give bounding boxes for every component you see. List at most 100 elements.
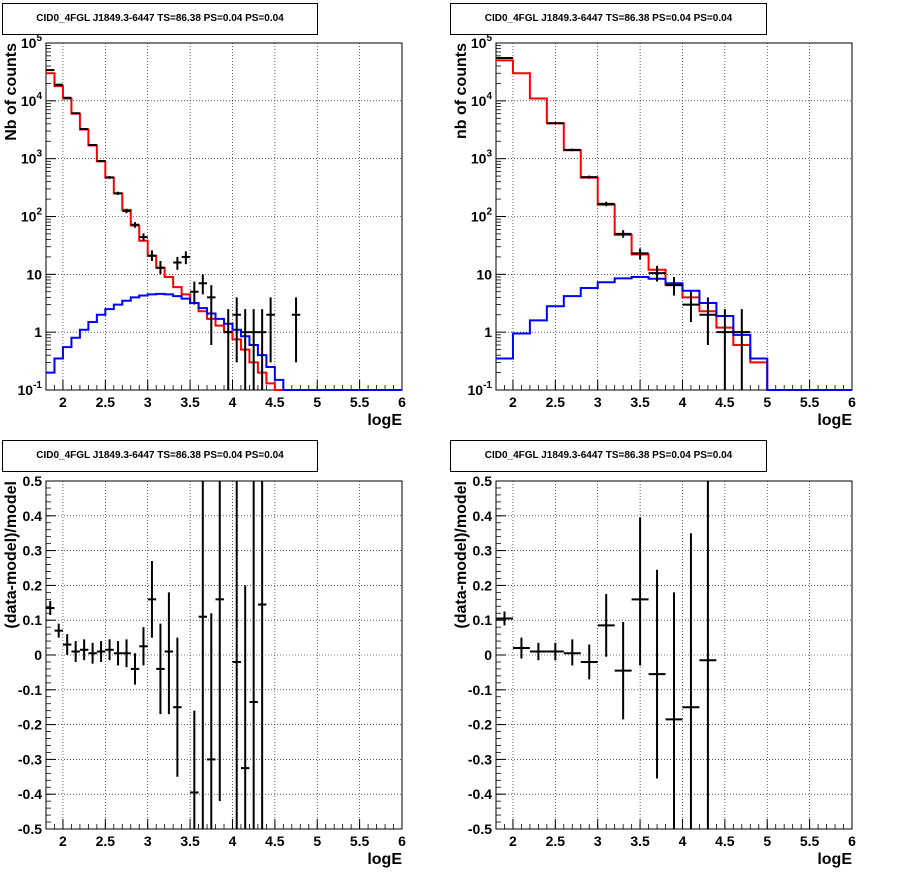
y-tick-label: 10: [26, 266, 42, 282]
data-point: [249, 481, 258, 829]
y-tick-label: 10-1: [18, 380, 43, 398]
data-point: [54, 83, 63, 86]
x-tick-label: 2: [59, 833, 67, 849]
x-tick-label: 2.5: [546, 394, 566, 410]
x-tick-label: 6: [398, 833, 406, 849]
x-tick-label: 5.5: [800, 394, 820, 410]
data-point: [122, 208, 131, 214]
x-tick-label: 6: [848, 394, 856, 410]
y-tick-label: -0.5: [18, 821, 42, 837]
y-tick-label: 0.1: [473, 612, 493, 628]
y-tick-label: 103: [471, 149, 493, 167]
data-point: [79, 639, 89, 661]
x-axis-label: logE: [367, 851, 402, 868]
x-tick-label: 5: [763, 394, 771, 410]
data-point: [665, 276, 683, 296]
data-point: [597, 201, 615, 207]
panel-title: CID0_4FGL J1849.3-6447 TS=86.38 PS=0.04 …: [450, 440, 767, 472]
data-point: [88, 144, 97, 147]
y-tick-label: 0.5: [23, 473, 43, 489]
data-point: [105, 176, 114, 179]
data-point: [665, 592, 683, 829]
panel-counts-right: 2 2.5 3 3.5 4 4.5 5 5.5 6 10-1 1 10 102 103 104 105 logE…: [453, 33, 856, 429]
y-tick-label: -0.3: [18, 751, 42, 767]
x-tick-label: 3.5: [180, 833, 200, 849]
panel-title: CID0_4FGL J1849.3-6447 TS=86.38 PS=0.04 …: [2, 3, 318, 35]
data-point: [563, 148, 581, 152]
y-tick-label: 0.5: [473, 473, 493, 489]
panel-title: CID0_4FGL J1849.3-6447 TS=86.38 PS=0.04 …: [450, 3, 767, 35]
data-point: [173, 637, 182, 777]
y-axis-label: Nb of counts: [3, 43, 20, 141]
x-tick-label: 4: [679, 394, 687, 410]
x-tick-label: 5.5: [800, 833, 820, 849]
data-point: [716, 309, 734, 390]
y-tick-label: -0.4: [468, 786, 492, 802]
data-point: [733, 309, 751, 390]
y-tick-label: -0.1: [18, 682, 42, 698]
y-tick-label: 104: [471, 91, 493, 109]
y-tick-label: -0.2: [468, 717, 492, 733]
data-point: [88, 642, 97, 664]
data-point: [614, 621, 632, 720]
data-point: [198, 481, 208, 829]
x-tick-label: 4.5: [265, 833, 285, 849]
data-point: [512, 637, 530, 659]
data-point: [122, 639, 131, 668]
data-point: [147, 250, 157, 262]
x-tick-label: 2.5: [96, 394, 116, 410]
x-axis-label: logE: [817, 412, 852, 429]
x-tick-label: 2.5: [96, 833, 116, 849]
x-tick-label: 5.5: [350, 394, 370, 410]
x-tick-label: 5.5: [350, 833, 370, 849]
y-tick-label: 0: [484, 647, 492, 663]
x-tick-label: 5: [313, 394, 321, 410]
x-tick-label: 3: [144, 833, 152, 849]
data-point: [215, 481, 224, 802]
y-tick-label: 0.2: [23, 577, 43, 593]
data-point: [46, 601, 55, 615]
x-tick-label: 2.5: [546, 833, 566, 849]
data-point: [631, 517, 649, 666]
data-point: [682, 533, 700, 829]
data-point: [207, 613, 216, 829]
data-point: [682, 291, 700, 322]
y-tick-label: -0.4: [18, 786, 42, 802]
data-point: [631, 248, 649, 260]
data-point: [71, 112, 80, 115]
data-point: [240, 585, 250, 829]
x-tick-label: 3.5: [630, 833, 650, 849]
data-point: [62, 96, 72, 99]
y-tick-label: -0.5: [468, 821, 492, 837]
panel-counts-left: 2 2.5 3 3.5 4 4.5 5 5.5 6 10-1 1 10 102 103 104 105 logE…: [3, 33, 406, 429]
data-point: [139, 627, 148, 666]
x-tick-label: 3: [594, 394, 602, 410]
x-tick-label: 4: [679, 833, 687, 849]
y-tick-label: 0.4: [473, 508, 493, 524]
data-point: [96, 159, 106, 163]
x-tick-label: 4.5: [715, 394, 735, 410]
data-point: [546, 122, 564, 125]
data-point: [266, 297, 275, 363]
data-point: [597, 594, 615, 657]
data-point: [232, 297, 241, 363]
data-point: [71, 641, 80, 662]
data-point: [249, 309, 258, 390]
x-tick-label: 2: [509, 394, 517, 410]
x-tick-label: 4: [229, 833, 237, 849]
data-point: [207, 285, 216, 345]
data-point: [54, 623, 63, 638]
x-axis-label: logE: [817, 851, 852, 868]
x-tick-label: 4: [229, 394, 237, 410]
data-point: [96, 641, 106, 662]
data-point: [198, 274, 208, 295]
x-tick-label: 3.5: [180, 394, 200, 410]
x-tick-label: 2: [509, 833, 517, 849]
data-point: [496, 57, 513, 60]
y-tick-label: 10: [476, 266, 492, 282]
data-point: [648, 569, 666, 779]
model-step-line-1: [46, 292, 402, 391]
data-point: [291, 297, 301, 363]
y-axis-label: (data-model)/model: [453, 481, 470, 629]
